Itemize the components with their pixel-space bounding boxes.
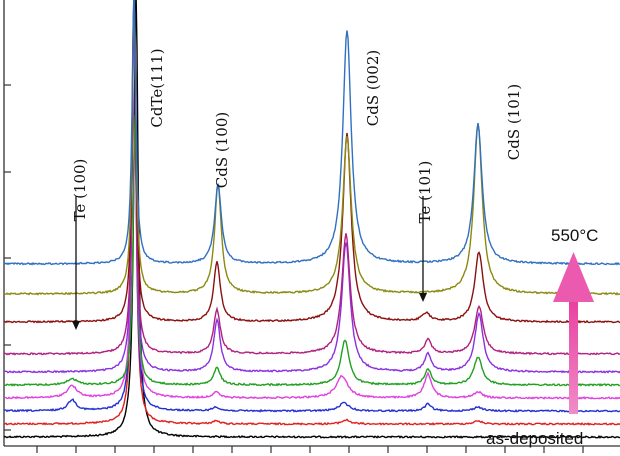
y-ticks [4, 84, 11, 431]
peak-arrows [72, 196, 427, 330]
series-line-0 [3, 0, 620, 439]
peak-annotations: CdTe(111) CdS (100) CdS (002) CdS (101) Te (… [71, 48, 523, 223]
series-line-3 [3, 0, 620, 400]
series-line-6 [3, 0, 620, 356]
peak-label: Te (101) [416, 161, 434, 224]
series-line-7 [3, 0, 620, 324]
temperature-label: 550°C [551, 226, 598, 245]
peak-label: CdTe(111) [148, 48, 166, 127]
series-line-8 [3, 0, 620, 296]
peak-label: CdS (101) [505, 84, 523, 160]
temperature-arrow-shaft [569, 296, 578, 414]
series-line-9 [3, 0, 620, 266]
series-line-1 [3, 0, 620, 426]
temperature-arrow-head [553, 252, 594, 302]
series-line-5 [3, 0, 620, 374]
series-line-2 [4, 0, 620, 413]
temperature-arrow [553, 252, 594, 414]
arrow-head [72, 321, 80, 330]
peak-label: CdS (100) [213, 112, 231, 188]
as-deposited-label: as-deposited [486, 429, 583, 448]
series-line-4 [3, 115, 620, 387]
peak-label: Te (100) [71, 159, 89, 222]
arrow-head [419, 293, 427, 302]
series-group [3, 0, 620, 439]
x-ticks [36, 446, 584, 453]
peak-label: CdS (002) [364, 50, 382, 126]
